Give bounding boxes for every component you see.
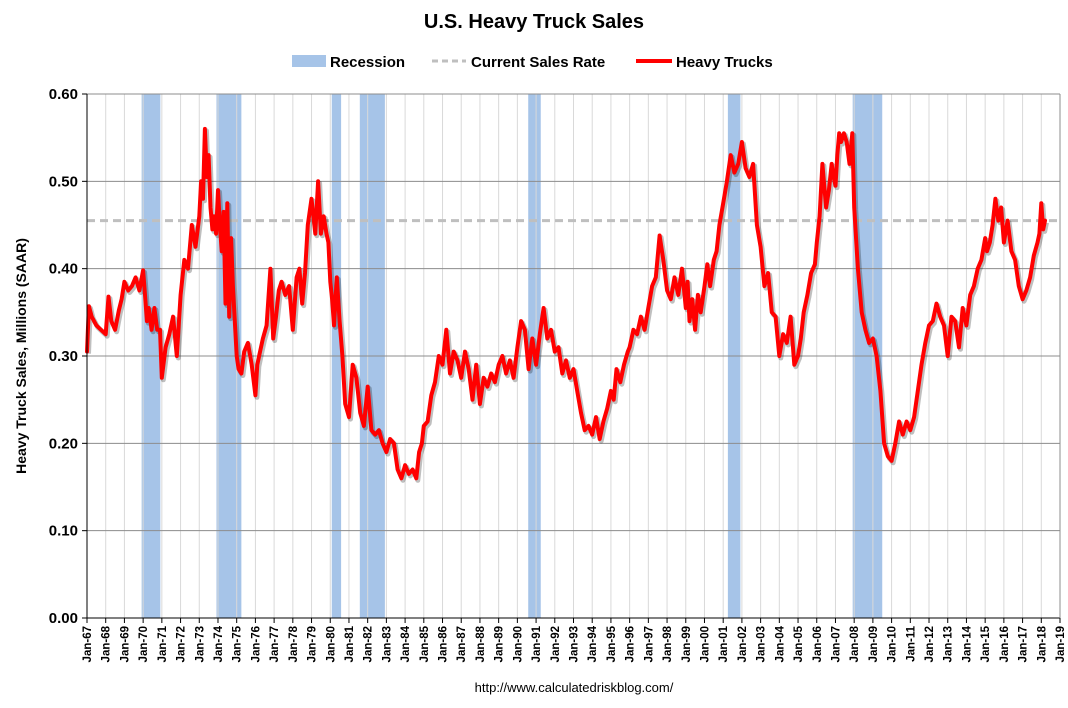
x-tick-label-6: Jan-73 bbox=[194, 626, 206, 662]
series-heavy-trucks bbox=[85, 126, 1049, 483]
x-tick-label-36: Jan-03 bbox=[756, 626, 768, 662]
legend-recession-label: Recession bbox=[330, 54, 405, 71]
x-tick-label-17: Jan-84 bbox=[400, 625, 412, 662]
x-tick-label-25: Jan-92 bbox=[550, 626, 562, 662]
x-tick-label-16: Jan-83 bbox=[381, 626, 393, 662]
x-tick-label-18: Jan-85 bbox=[419, 625, 431, 662]
source-url: http://www.calculatedriskblog.com/ bbox=[475, 680, 674, 695]
x-tick-label-41: Jan-08 bbox=[849, 625, 861, 662]
x-tick-label-23: Jan-90 bbox=[512, 626, 524, 662]
chart-title: U.S. Heavy Truck Sales bbox=[424, 11, 644, 33]
x-tick-label-40: Jan-07 bbox=[830, 626, 842, 662]
y-axis-ticks: 0.00 0.10 0.20 0.30 0.40 0.50 0.60 bbox=[49, 86, 87, 627]
x-tick-label-15: Jan-82 bbox=[363, 626, 375, 662]
x-tick-label-7: Jan-74 bbox=[213, 625, 225, 662]
y-tick-label-5: 0.50 bbox=[49, 173, 78, 190]
x-tick-label-32: Jan-99 bbox=[681, 626, 693, 662]
x-tick-label-11: Jan-78 bbox=[288, 625, 300, 662]
y-tick-label-0: 0.00 bbox=[49, 610, 78, 627]
x-tick-label-45: Jan-12 bbox=[924, 626, 936, 662]
x-tick-label-8: Jan-75 bbox=[232, 625, 244, 662]
x-tick-label-2: Jan-69 bbox=[119, 626, 131, 662]
x-tick-label-4: Jan-71 bbox=[157, 625, 169, 662]
x-tick-label-27: Jan-94 bbox=[587, 625, 599, 662]
x-tick-label-29: Jan-96 bbox=[625, 626, 637, 662]
x-tick-label-48: Jan-15 bbox=[980, 625, 992, 662]
legend: Recession Current Sales Rate Heavy Truck… bbox=[292, 54, 773, 71]
x-tick-label-33: Jan-00 bbox=[699, 626, 711, 662]
x-tick-label-38: Jan-05 bbox=[793, 625, 805, 662]
x-tick-label-37: Jan-04 bbox=[774, 625, 786, 662]
x-tick-label-43: Jan-10 bbox=[887, 626, 899, 662]
legend-current-rate-label: Current Sales Rate bbox=[471, 54, 605, 71]
x-tick-label-42: Jan-09 bbox=[868, 626, 880, 662]
x-tick-label-22: Jan-89 bbox=[494, 626, 506, 662]
x-tick-label-13: Jan-80 bbox=[325, 626, 337, 662]
x-tick-label-0: Jan-67 bbox=[82, 626, 94, 662]
x-tick-label-31: Jan-98 bbox=[662, 625, 674, 662]
x-tick-label-49: Jan-16 bbox=[999, 626, 1011, 662]
legend-recession-swatch bbox=[292, 55, 326, 67]
x-tick-label-26: Jan-93 bbox=[569, 626, 581, 662]
x-tick-label-28: Jan-95 bbox=[606, 625, 618, 662]
x-tick-label-52: Jan-19 bbox=[1055, 626, 1067, 662]
x-tick-label-21: Jan-88 bbox=[475, 625, 487, 662]
x-tick-label-3: Jan-70 bbox=[138, 626, 150, 662]
x-tick-label-10: Jan-77 bbox=[269, 626, 281, 662]
x-tick-label-34: Jan-01 bbox=[718, 625, 730, 662]
x-tick-label-47: Jan-14 bbox=[961, 625, 973, 662]
x-tick-label-50: Jan-17 bbox=[1018, 626, 1030, 662]
x-tick-label-35: Jan-02 bbox=[737, 626, 749, 662]
x-tick-label-12: Jan-79 bbox=[307, 626, 319, 662]
y-tick-label-2: 0.20 bbox=[49, 435, 78, 452]
plot-frame bbox=[86, 94, 1061, 619]
legend-heavy-trucks-label: Heavy Trucks bbox=[676, 54, 773, 71]
y-axis-label: Heavy Truck Sales, Millions (SAAR) bbox=[13, 238, 29, 474]
x-tick-label-30: Jan-97 bbox=[643, 626, 655, 662]
x-tick-label-5: Jan-72 bbox=[176, 626, 188, 662]
x-tick-label-1: Jan-68 bbox=[101, 625, 113, 662]
x-tick-label-19: Jan-86 bbox=[438, 626, 450, 662]
y-tick-label-6: 0.60 bbox=[49, 86, 78, 103]
series-heavy-trucks-line bbox=[85, 126, 1047, 481]
x-tick-label-14: Jan-81 bbox=[344, 625, 356, 662]
x-axis-ticks: Jan-67 Jan-68 Jan-69 Jan-70 Jan-71 Jan-72 Jan-… bbox=[82, 618, 1067, 662]
x-tick-label-24: Jan-91 bbox=[531, 625, 543, 662]
x-tick-label-39: Jan-06 bbox=[812, 626, 824, 662]
x-tick-label-51: Jan-18 bbox=[1036, 625, 1048, 662]
y-tick-label-3: 0.30 bbox=[49, 348, 78, 365]
x-tick-label-9: Jan-76 bbox=[250, 626, 262, 662]
y-tick-label-1: 0.10 bbox=[49, 523, 78, 540]
x-tick-label-46: Jan-13 bbox=[943, 626, 955, 662]
x-tick-label-20: Jan-87 bbox=[456, 626, 468, 662]
y-tick-label-4: 0.40 bbox=[49, 261, 78, 278]
x-tick-label-44: Jan-11 bbox=[905, 625, 917, 661]
